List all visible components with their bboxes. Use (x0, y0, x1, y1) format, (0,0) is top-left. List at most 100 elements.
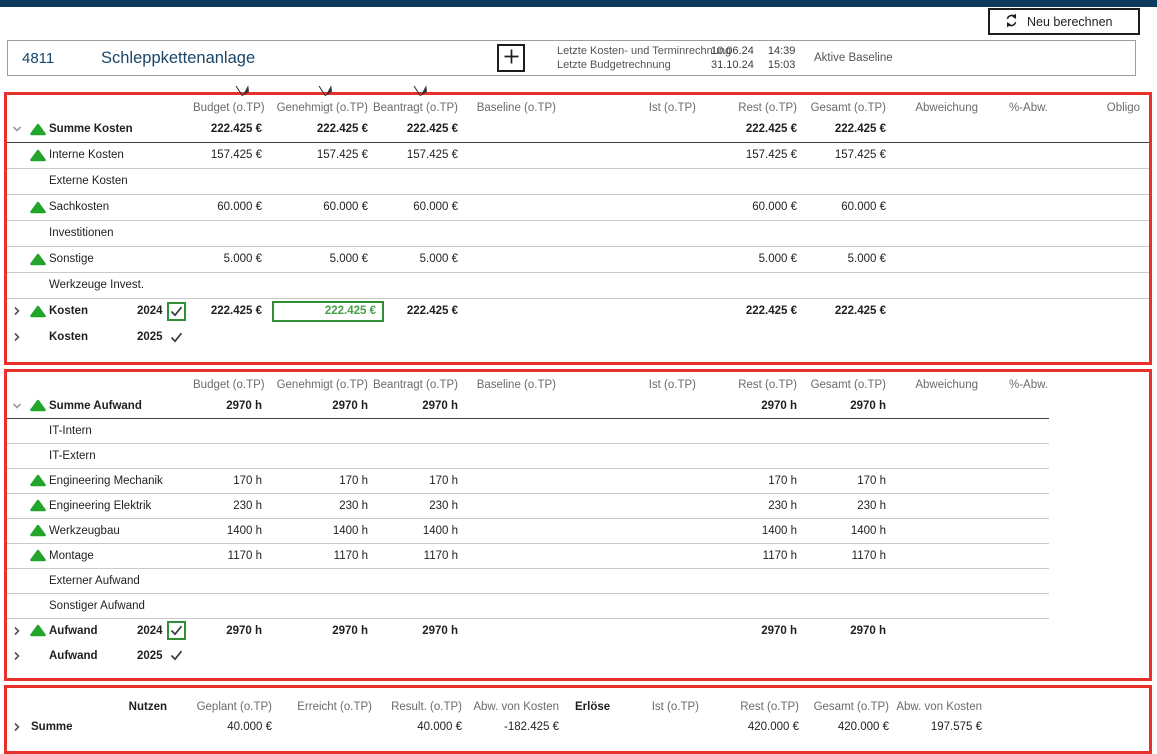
year-checkmark[interactable] (167, 328, 186, 347)
cell-rest[interactable]: 222.425 € (745, 305, 797, 317)
cell-genehmigt[interactable]: 60.000 € (323, 201, 368, 213)
cell-genehmigt[interactable]: 170 h (339, 474, 368, 487)
cell-gesamt[interactable]: 230 h (857, 499, 886, 512)
cell-budget[interactable]: 1400 h (226, 524, 262, 537)
cell-beantragt[interactable]: 2970 h (422, 399, 458, 412)
table-row[interactable]: Externer Aufwand (7, 568, 1149, 594)
cell-budget[interactable]: 2970 h (226, 399, 262, 412)
column-filter-icon-beantragt[interactable] (413, 84, 428, 97)
table-row[interactable]: Aufwand 2025 (7, 643, 1149, 668)
year-checkbox[interactable] (167, 301, 186, 321)
table-row[interactable]: Werkzeugbau 1400 h 1400 h 1400 h 1400 h 1400 … (7, 518, 1149, 544)
cell-beantragt[interactable]: 230 h (429, 499, 458, 512)
chevron-right-icon[interactable] (7, 721, 27, 733)
cell-gesamt[interactable]: 170 h (857, 474, 886, 487)
cell-gesamt[interactable]: 60.000 € (841, 201, 886, 213)
cell-rest[interactable]: 157.425 € (745, 149, 797, 161)
cell-result[interactable]: 40.000 € (417, 721, 462, 733)
recalculate-button[interactable]: Neu berechnen (988, 8, 1140, 35)
cell-abw_kosten_1[interactable]: -182.425 € (504, 721, 559, 733)
table-row[interactable]: Sonstige 5.000 € 5.000 € 5.000 € 5.000 € 5.00… (7, 246, 1149, 273)
cell-beantragt[interactable]: 170 h (429, 474, 458, 487)
cell-beantragt[interactable]: 222.425 € (406, 123, 458, 135)
chevron-down-icon[interactable] (7, 123, 27, 135)
cell-rest[interactable]: 170 h (768, 474, 797, 487)
cell-gesamt[interactable]: 5.000 € (847, 253, 886, 265)
cell-rest[interactable]: 1400 h (761, 524, 797, 537)
cell-gesamt[interactable]: 157.425 € (834, 149, 886, 161)
table-row[interactable]: Sachkosten 60.000 € 60.000 € 60.000 € 60.000… (7, 194, 1149, 221)
cell-beantragt[interactable]: 60.000 € (413, 201, 458, 213)
chevron-right-icon[interactable] (7, 625, 27, 637)
table-row[interactable]: Werkzeuge Invest. (7, 272, 1149, 299)
cell-budget[interactable]: 222.425 € (210, 123, 262, 135)
cell-abw_kosten_2[interactable]: 197.575 € (930, 721, 982, 733)
cell-rest[interactable]: 5.000 € (758, 253, 797, 265)
table-row[interactable]: Summe Aufwand 2970 h 2970 h 2970 h 2970 h 297… (7, 393, 1149, 419)
cell-budget[interactable]: 222.425 € (210, 305, 262, 317)
cell-rest[interactable]: 2970 h (761, 624, 797, 637)
table-row[interactable]: Engineering Mechanik 170 h 170 h 170 h 170 h… (7, 468, 1149, 494)
cell-gesamt[interactable]: 222.425 € (834, 123, 886, 135)
cell-genehmigt[interactable]: 1170 h (333, 549, 368, 562)
cell-genehmigt[interactable]: 2970 h (332, 399, 368, 412)
cell-beantragt[interactable]: 2970 h (422, 624, 458, 637)
chevron-right-icon[interactable] (7, 331, 27, 343)
table-row[interactable]: Investitionen (7, 220, 1149, 247)
column-filter-icon-budget[interactable] (235, 84, 250, 97)
table-row[interactable]: Montage 1170 h 1170 h 1170 h 1170 h 1170 h (7, 543, 1149, 569)
chevron-right-icon[interactable] (7, 305, 27, 317)
checkmark-icon[interactable] (167, 646, 186, 665)
table-row[interactable]: Engineering Elektrik 230 h 230 h 230 h 230 h… (7, 493, 1149, 519)
table-row[interactable]: Summe 40.000 € 40.000 € -182.425 € 420.000 €… (7, 715, 1149, 739)
cell-budget[interactable]: 60.000 € (217, 201, 262, 213)
cell-genehmigt[interactable]: 5.000 € (329, 253, 368, 265)
table-row[interactable]: IT-Intern (7, 418, 1149, 444)
table-row[interactable]: IT-Extern (7, 443, 1149, 469)
cell-gesamt[interactable]: 222.425 € (834, 305, 886, 317)
table-row[interactable]: Summe Kosten 222.425 € 222.425 € 222.425 € 2… (7, 116, 1149, 143)
cell-beantragt[interactable]: 5.000 € (419, 253, 458, 265)
checkmark-icon[interactable] (167, 328, 186, 347)
cell-rest[interactable]: 222.425 € (745, 123, 797, 135)
cell-beantragt[interactable]: 1400 h (422, 524, 458, 537)
cell-gesamt[interactable]: 1400 h (850, 524, 886, 537)
cell-gesamt[interactable]: 2970 h (850, 624, 886, 637)
cell-gesamt[interactable]: 420.000 € (837, 721, 889, 733)
table-row[interactable]: Aufwand 2024 2970 h 2970 h 2970 h 2970 h 2970 … (7, 618, 1149, 643)
table-row[interactable]: Kosten 2025 (7, 324, 1149, 350)
cell-rest[interactable]: 230 h (768, 499, 797, 512)
cell-budget[interactable]: 5.000 € (223, 253, 262, 265)
cell-genehmigt[interactable]: 1400 h (332, 524, 368, 537)
cell-genehmigt[interactable]: 2970 h (332, 624, 368, 637)
year-checkbox[interactable] (167, 621, 186, 640)
chevron-right-icon[interactable] (7, 650, 27, 662)
cell-rest[interactable]: 2970 h (761, 399, 797, 412)
column-filter-icon-genehmigt[interactable] (318, 84, 333, 97)
cell-genehmigt[interactable]: 230 h (339, 499, 368, 512)
year-checkmark[interactable] (167, 646, 186, 665)
cell-beantragt[interactable]: 1170 h (423, 549, 458, 562)
checkmark-icon[interactable] (167, 301, 186, 321)
table-row[interactable]: Sonstiger Aufwand (7, 593, 1149, 619)
cell-rest[interactable]: 60.000 € (752, 201, 797, 213)
cell-geplant[interactable]: 40.000 € (227, 721, 272, 733)
chevron-down-icon[interactable] (7, 400, 27, 412)
cell-genehmigt[interactable]: 222.425 € (316, 123, 368, 135)
cell-rest[interactable]: 420.000 € (747, 721, 799, 733)
cell-rest[interactable]: 1170 h (762, 549, 797, 562)
cell-budget[interactable]: 1170 h (227, 549, 262, 562)
cell-budget[interactable]: 170 h (233, 474, 262, 487)
cell-gesamt[interactable]: 2970 h (850, 399, 886, 412)
checkmark-icon[interactable] (167, 621, 186, 640)
cell-budget[interactable]: 230 h (233, 499, 262, 512)
table-row[interactable]: Kosten 2024 222.425 € 222.425 € 222.425 € 222… (7, 298, 1149, 324)
cell-beantragt[interactable]: 157.425 € (406, 149, 458, 161)
cell-budget[interactable]: 157.425 € (210, 149, 262, 161)
cell-genehmigt-selected[interactable]: 222.425 € (272, 300, 384, 322)
cell-gesamt[interactable]: 1170 h (851, 549, 886, 562)
cell-budget[interactable]: 2970 h (226, 624, 262, 637)
table-row[interactable]: Externe Kosten (7, 168, 1149, 195)
cell-genehmigt[interactable]: 157.425 € (316, 149, 368, 161)
table-row[interactable]: Interne Kosten 157.425 € 157.425 € 157.425 … (7, 142, 1149, 169)
